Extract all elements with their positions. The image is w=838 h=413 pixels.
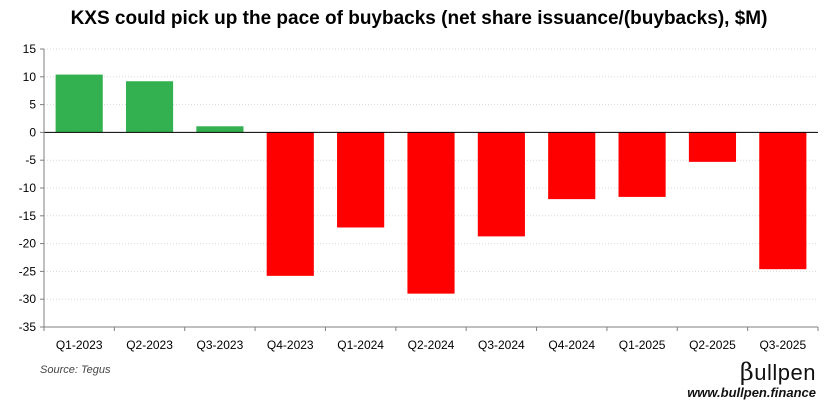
chart-title: KXS could pick up the pace of buybacks (… (70, 8, 768, 29)
x-tick-label: Q4-2024 (548, 338, 595, 352)
y-tick-label: -25 (19, 264, 37, 278)
bar-q1-2025 (618, 132, 666, 197)
bullpen-logo-beta: β (739, 358, 755, 386)
bar-q4-2023 (266, 132, 314, 276)
x-tick-label: Q1-2024 (337, 338, 384, 352)
bar-q2-2025 (688, 132, 737, 162)
bar-q1-2024 (337, 132, 385, 228)
bar-q1-2023 (55, 74, 103, 133)
bar-q3-2023 (196, 126, 244, 133)
y-tick-label: 5 (29, 98, 36, 112)
y-tick-label: -5 (25, 153, 36, 167)
website-url: www.bullpen.finance (687, 385, 816, 400)
x-tick-label: Q1-2023 (56, 338, 103, 352)
bar-q3-2024 (477, 132, 525, 237)
bar-q4-2024 (548, 132, 596, 200)
bar-q2-2024 (407, 132, 455, 294)
x-tick-label: Q2-2023 (126, 338, 173, 352)
bar-q3-2025 (759, 132, 807, 270)
x-tick-label: Q4-2023 (267, 338, 314, 352)
x-tick-label: Q3-2023 (197, 338, 244, 352)
y-tick-label: -30 (19, 292, 37, 306)
x-tick-label: Q2-2024 (408, 338, 455, 352)
y-tick-label: -15 (19, 209, 37, 223)
y-tick-label: 0 (29, 125, 36, 139)
x-tick-label: Q2-2025 (689, 338, 736, 352)
x-tick-label: Q3-2024 (478, 338, 525, 352)
source-note: Source: Tegus (40, 364, 111, 376)
bullpen-logo: βullpen (740, 358, 816, 386)
x-tick-label: Q1-2025 (619, 338, 666, 352)
y-tick-label: -20 (19, 237, 37, 251)
y-tick-label: -35 (19, 320, 37, 334)
x-tick-label: Q3-2025 (759, 338, 806, 352)
bar-q2-2023 (125, 81, 174, 133)
y-tick-label: 15 (23, 42, 37, 56)
y-tick-label: -10 (19, 181, 37, 195)
y-tick-label: 10 (23, 70, 37, 84)
bullpen-logo-text: ullpen (754, 360, 816, 385)
